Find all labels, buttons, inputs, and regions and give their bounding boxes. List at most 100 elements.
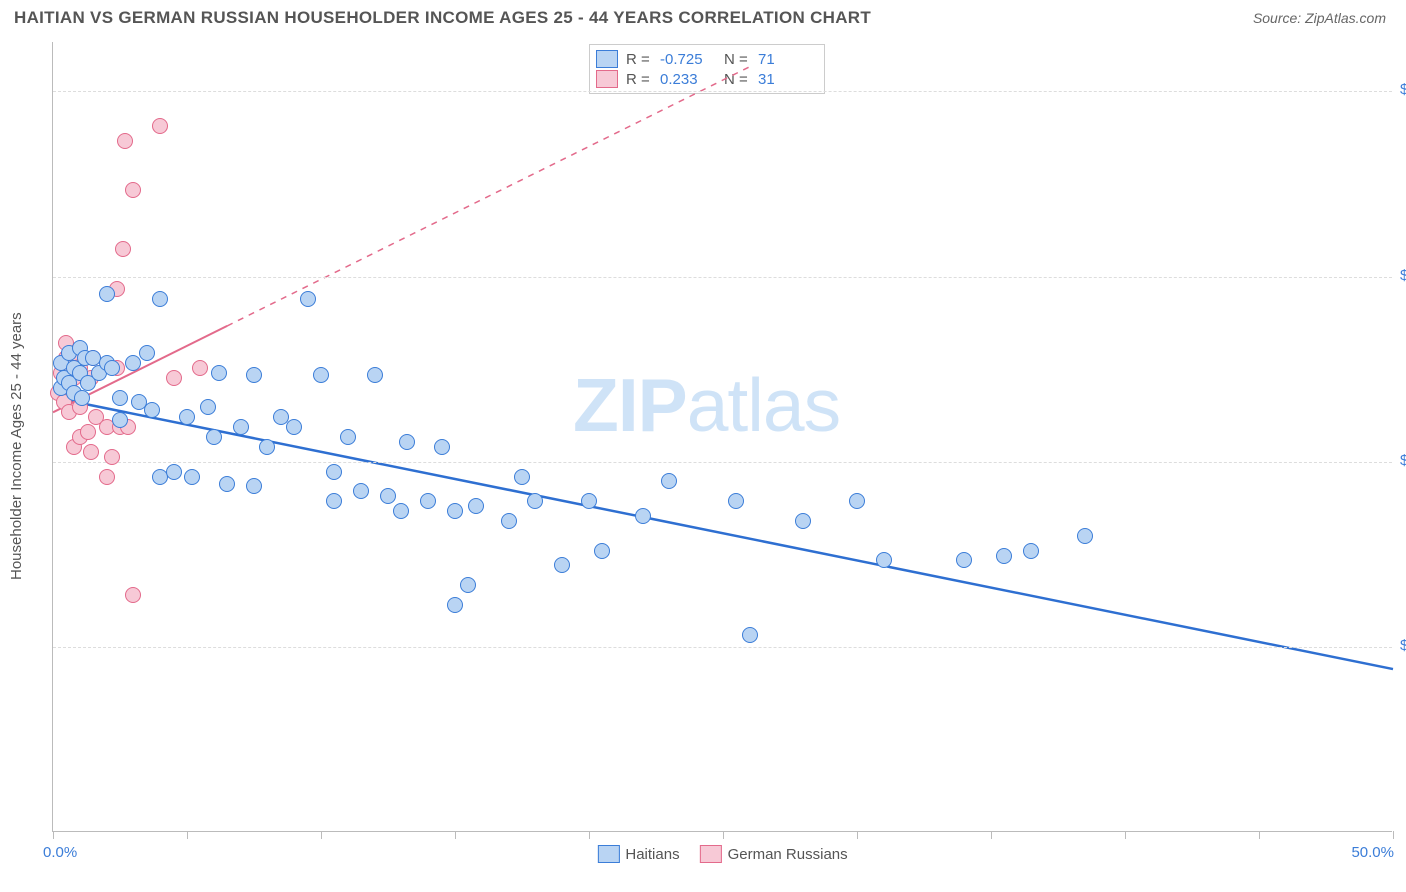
data-point: [99, 286, 115, 302]
regression-lines-layer: [53, 42, 1392, 831]
data-point: [233, 419, 249, 435]
series-legend: Haitians German Russians: [597, 845, 847, 863]
x-min-label: 0.0%: [43, 844, 77, 861]
x-max-label: 50.0%: [1351, 844, 1394, 861]
legend-swatch: [597, 845, 619, 863]
legend-n-label: N =: [724, 51, 750, 68]
data-point: [286, 419, 302, 435]
data-point: [661, 473, 677, 489]
data-point: [554, 557, 570, 573]
data-point: [117, 133, 133, 149]
legend-label: German Russians: [728, 846, 848, 863]
x-tick: [53, 831, 54, 839]
x-tick: [1125, 831, 1126, 839]
gridline: [53, 277, 1392, 278]
trend-line-solid: [53, 398, 1393, 670]
legend-row: R =-0.725N =71: [596, 49, 814, 69]
y-tick-label: $75,000: [1394, 452, 1406, 469]
data-point: [206, 429, 222, 445]
data-point: [501, 513, 517, 529]
data-point: [259, 439, 275, 455]
bottom-legend-item: German Russians: [700, 845, 848, 863]
legend-r-label: R =: [626, 51, 652, 68]
data-point: [125, 182, 141, 198]
legend-r-label: R =: [626, 71, 652, 88]
data-point: [219, 476, 235, 492]
data-point: [849, 493, 865, 509]
data-point: [393, 503, 409, 519]
data-point: [447, 503, 463, 519]
data-point: [876, 552, 892, 568]
data-point: [166, 370, 182, 386]
chart-plot-area: ZIPatlas R =-0.725N =71R =0.233N =31 Hai…: [52, 42, 1392, 832]
x-tick: [455, 831, 456, 839]
y-tick-label: $37,500: [1394, 637, 1406, 654]
data-point: [144, 402, 160, 418]
data-point: [139, 345, 155, 361]
legend-n-value: 31: [758, 71, 814, 88]
data-point: [635, 508, 651, 524]
bottom-legend-item: Haitians: [597, 845, 679, 863]
x-tick: [589, 831, 590, 839]
legend-n-value: 71: [758, 51, 814, 68]
data-point: [420, 493, 436, 509]
x-tick: [321, 831, 322, 839]
legend-row: R =0.233N =31: [596, 69, 814, 89]
watermark: ZIPatlas: [573, 362, 840, 448]
data-point: [125, 587, 141, 603]
data-point: [728, 493, 744, 509]
data-point: [80, 424, 96, 440]
y-tick-label: $150,000: [1394, 81, 1406, 98]
data-point: [192, 360, 208, 376]
data-point: [326, 464, 342, 480]
data-point: [83, 444, 99, 460]
data-point: [166, 464, 182, 480]
gridline: [53, 647, 1392, 648]
data-point: [1077, 528, 1093, 544]
data-point: [340, 429, 356, 445]
x-tick: [723, 831, 724, 839]
data-point: [184, 469, 200, 485]
data-point: [125, 355, 141, 371]
data-point: [200, 399, 216, 415]
gridline: [53, 91, 1392, 92]
y-axis-label: Householder Income Ages 25 - 44 years: [8, 312, 25, 580]
data-point: [581, 493, 597, 509]
data-point: [179, 409, 195, 425]
data-point: [104, 449, 120, 465]
legend-swatch: [700, 845, 722, 863]
data-point: [527, 493, 543, 509]
data-point: [447, 597, 463, 613]
x-tick: [187, 831, 188, 839]
data-point: [112, 412, 128, 428]
source-label: Source: ZipAtlas.com: [1253, 10, 1386, 26]
data-point: [326, 493, 342, 509]
data-point: [353, 483, 369, 499]
data-point: [152, 118, 168, 134]
x-tick: [1259, 831, 1260, 839]
chart-title: HAITIAN VS GERMAN RUSSIAN HOUSEHOLDER IN…: [14, 8, 871, 28]
data-point: [956, 552, 972, 568]
data-point: [115, 241, 131, 257]
x-tick: [1393, 831, 1394, 839]
correlation-legend: R =-0.725N =71R =0.233N =31: [589, 44, 825, 94]
data-point: [246, 478, 262, 494]
data-point: [434, 439, 450, 455]
data-point: [74, 390, 90, 406]
data-point: [468, 498, 484, 514]
data-point: [380, 488, 396, 504]
data-point: [104, 360, 120, 376]
data-point: [112, 390, 128, 406]
trend-line-dashed: [227, 67, 750, 326]
data-point: [795, 513, 811, 529]
legend-swatch: [596, 50, 618, 68]
data-point: [996, 548, 1012, 564]
data-point: [460, 577, 476, 593]
legend-swatch: [596, 70, 618, 88]
gridline: [53, 462, 1392, 463]
x-tick: [991, 831, 992, 839]
data-point: [246, 367, 262, 383]
data-point: [211, 365, 227, 381]
data-point: [742, 627, 758, 643]
x-tick: [857, 831, 858, 839]
